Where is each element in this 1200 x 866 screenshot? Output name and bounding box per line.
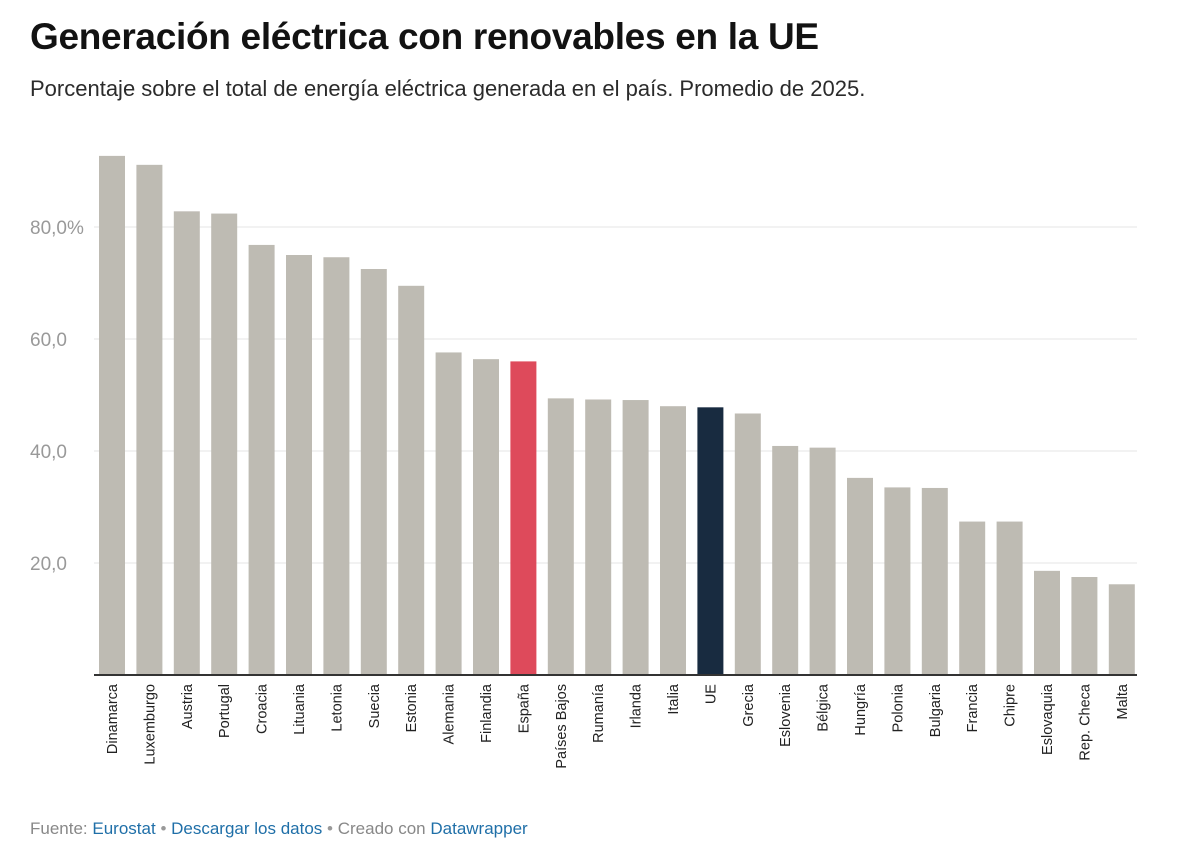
bar (323, 257, 350, 675)
bar (660, 406, 686, 675)
x-tick-label: Austria (180, 683, 196, 729)
bar (473, 359, 499, 675)
bar (398, 285, 425, 675)
bar (136, 164, 163, 675)
chart-subtitle: Porcentaje sobre el total de energía elé… (30, 76, 866, 101)
bar (996, 521, 1023, 675)
bar (847, 477, 873, 675)
x-tick-label: Irlanda (629, 683, 645, 728)
bar (622, 400, 649, 675)
footer-separator: • (327, 819, 333, 838)
bar (809, 447, 836, 675)
x-tick-label: Países Bajos (554, 684, 570, 769)
bar (585, 399, 612, 675)
chart-footer: Fuente: Eurostat • Descargar los datos •… (30, 819, 528, 839)
download-data-link[interactable]: Descargar los datos (171, 819, 323, 838)
y-tick-label: 40,0 (30, 442, 67, 463)
chart-title: Generación eléctrica con renovables en l… (30, 16, 819, 57)
x-tick-label: España (516, 683, 532, 733)
bar (211, 213, 238, 675)
bar (959, 521, 986, 675)
y-tick-label: 20,0 (30, 554, 67, 575)
created-prefix: Creado con (337, 819, 426, 838)
bar (921, 487, 948, 675)
x-tick-label: Finlandia (479, 683, 495, 743)
x-tick-label: Estonia (404, 683, 420, 732)
x-tick-label: Chipre (1003, 684, 1019, 727)
x-tick-label: Italia (666, 683, 682, 715)
x-tick-label: Hungría (853, 683, 869, 736)
x-tick-label: Francia (965, 683, 981, 732)
x-tick-label: Bélgica (816, 683, 832, 731)
x-tick-label: Croacia (255, 683, 271, 734)
bar (1034, 570, 1060, 675)
x-tick-label: UE (703, 684, 719, 704)
bar (173, 211, 200, 675)
source-prefix: Fuente: (30, 819, 88, 838)
bar-chart: 20,0 40,0 60,0 80,0% Dinamarca Luxemburgo Aust… (30, 155, 1137, 769)
x-tick-label: Suecia (367, 683, 383, 728)
x-tick-label: Letonia (329, 683, 345, 732)
bar (510, 361, 537, 675)
source-link[interactable]: Eurostat (92, 819, 156, 838)
x-tick-label: Grecia (741, 683, 757, 727)
x-tick-label: Polonia (890, 683, 906, 732)
x-tick-label: Lituania (292, 683, 308, 735)
bar (697, 407, 724, 675)
bar (286, 255, 312, 675)
x-tick-label: Malta (1115, 683, 1131, 719)
x-tick-label: Alemania (442, 683, 458, 744)
bar (248, 244, 275, 676)
bar (547, 398, 574, 675)
y-tick-label: 60,0 (30, 330, 67, 351)
footer-separator: • (160, 819, 167, 838)
x-tick-label: Luxemburgo (142, 684, 158, 765)
x-tick-label: Rep. Checa (1077, 683, 1093, 761)
x-tick-label: Bulgaria (928, 683, 944, 737)
x-tick-label: Portugal (217, 684, 233, 738)
x-tick-label: Eslovaquia (1040, 683, 1056, 755)
bar (884, 487, 911, 675)
bar (1108, 584, 1135, 675)
bar (435, 352, 462, 675)
datawrapper-link[interactable]: Datawrapper (430, 819, 528, 838)
x-tick-label: Dinamarca (105, 683, 121, 754)
x-tick-label: Eslovenia (778, 683, 794, 747)
bar (360, 269, 387, 675)
x-tick-label: Rumanía (591, 683, 607, 743)
bar (734, 413, 761, 675)
bar (99, 155, 125, 675)
bar (772, 445, 799, 675)
y-tick-label: 80,0% (30, 218, 84, 239)
bar (1071, 577, 1098, 675)
